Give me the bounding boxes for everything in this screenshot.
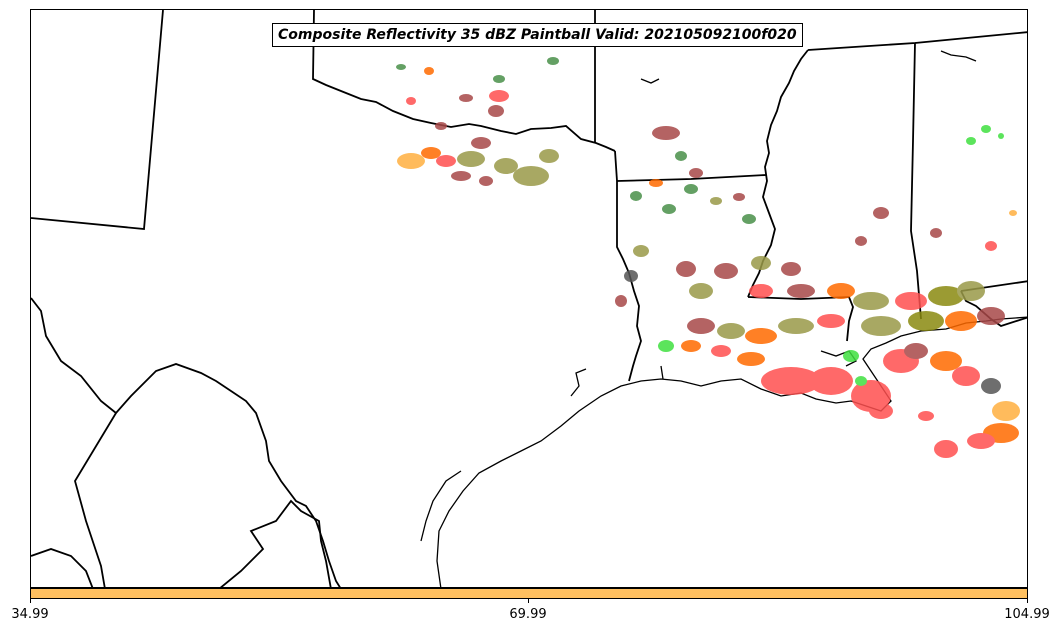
colorbar-tick-label-max: 104.99 xyxy=(1004,607,1050,622)
colorbar-tick xyxy=(30,599,31,603)
colorbar-tick xyxy=(528,599,529,603)
colorbar-tick xyxy=(1027,599,1028,603)
colorbar-tick-label-mid: 69.99 xyxy=(509,607,547,622)
map-panel: Composite Reflectivity 35 dBZ Paintball … xyxy=(30,9,1028,588)
coastline xyxy=(420,50,1027,587)
colorbar xyxy=(30,588,1028,599)
map-title: Composite Reflectivity 35 dBZ Paintball … xyxy=(272,23,803,47)
reflectivity-paintball xyxy=(396,57,1020,458)
map-canvas xyxy=(31,10,1027,587)
colorbar-tick-label-min: 34.99 xyxy=(11,607,49,622)
